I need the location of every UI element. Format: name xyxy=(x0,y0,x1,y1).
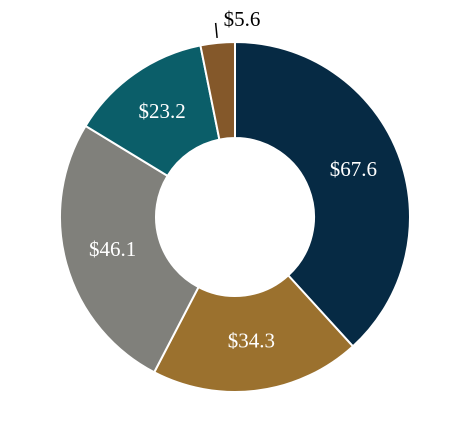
value-label: $5.6 xyxy=(224,7,261,31)
donut-slice xyxy=(199,40,236,141)
donut-slice xyxy=(234,40,411,348)
value-label: $34.3 xyxy=(228,329,275,353)
value-label: $46.1 xyxy=(89,237,136,261)
donut-slice xyxy=(152,273,355,393)
value-label: $23.2 xyxy=(138,99,185,123)
value-label: $67.6 xyxy=(330,157,377,181)
leader-line xyxy=(214,22,218,38)
donut-slice xyxy=(59,124,200,374)
donut-slice xyxy=(84,44,221,178)
